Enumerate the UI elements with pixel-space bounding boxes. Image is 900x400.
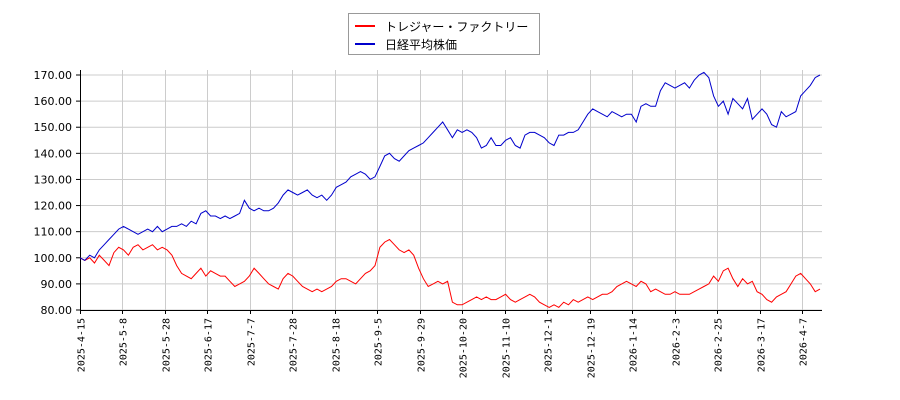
x-tick-label: 2026-1-14 [629,318,640,372]
y-tick-label: 160.00 [34,95,73,108]
x-tick-label: 2025-8-18 [332,318,343,372]
legend-label: トレジャー・ファクトリー [385,19,529,34]
legend-swatch-blue [355,43,375,45]
x-tick-label: 2025-4-15 [77,318,88,372]
y-tick-label: 90.00 [41,278,73,291]
x-tick-label: 2025-12-19 [587,318,598,378]
x-tick-label: 2025-9-29 [417,318,428,372]
x-tick-label: 2025-6-17 [204,318,215,372]
legend-label: 日経平均株価 [385,37,458,52]
legend-item-treasure-factory: トレジャー・ファクトリー [355,17,528,35]
y-tick-label: 120.00 [34,200,73,213]
series-line-treasure-factory [79,238,821,309]
x-tick-label: 2025-7-28 [289,318,300,372]
series-line-nikkei [79,71,821,262]
y-tick-label: 110.00 [34,226,73,239]
x-tick-label: 2025-10-20 [459,318,470,378]
x-tick-label: 2026-2-3 [672,318,683,366]
y-tick-label: 100.00 [34,252,73,265]
y-tick-label: 140.00 [34,147,73,160]
y-tick-label: 170.00 [34,69,73,82]
x-tick-label: 2025-7-7 [247,318,258,366]
chart-legend: トレジャー・ファクトリー 日経平均株価 [348,13,540,55]
x-tick-label: 2025-9-5 [374,318,385,366]
x-tick-label: 2025-5-28 [162,318,173,372]
y-tick-label: 150.00 [34,121,73,134]
y-tick-label: 80.00 [41,304,73,317]
legend-item-nikkei: 日経平均株価 [355,35,457,53]
x-tick-label: 2026-4-7 [799,318,810,366]
x-tick-label: 2026-2-25 [714,318,725,372]
x-tick-label: 2025-11-10 [502,318,513,378]
legend-swatch-red [355,25,375,27]
x-tick-label: 2025-12-1 [544,318,555,372]
x-tick-label: 2025-5-8 [119,318,130,366]
x-tick-label: 2026-3-17 [757,318,768,372]
y-tick-label: 130.00 [34,173,73,186]
